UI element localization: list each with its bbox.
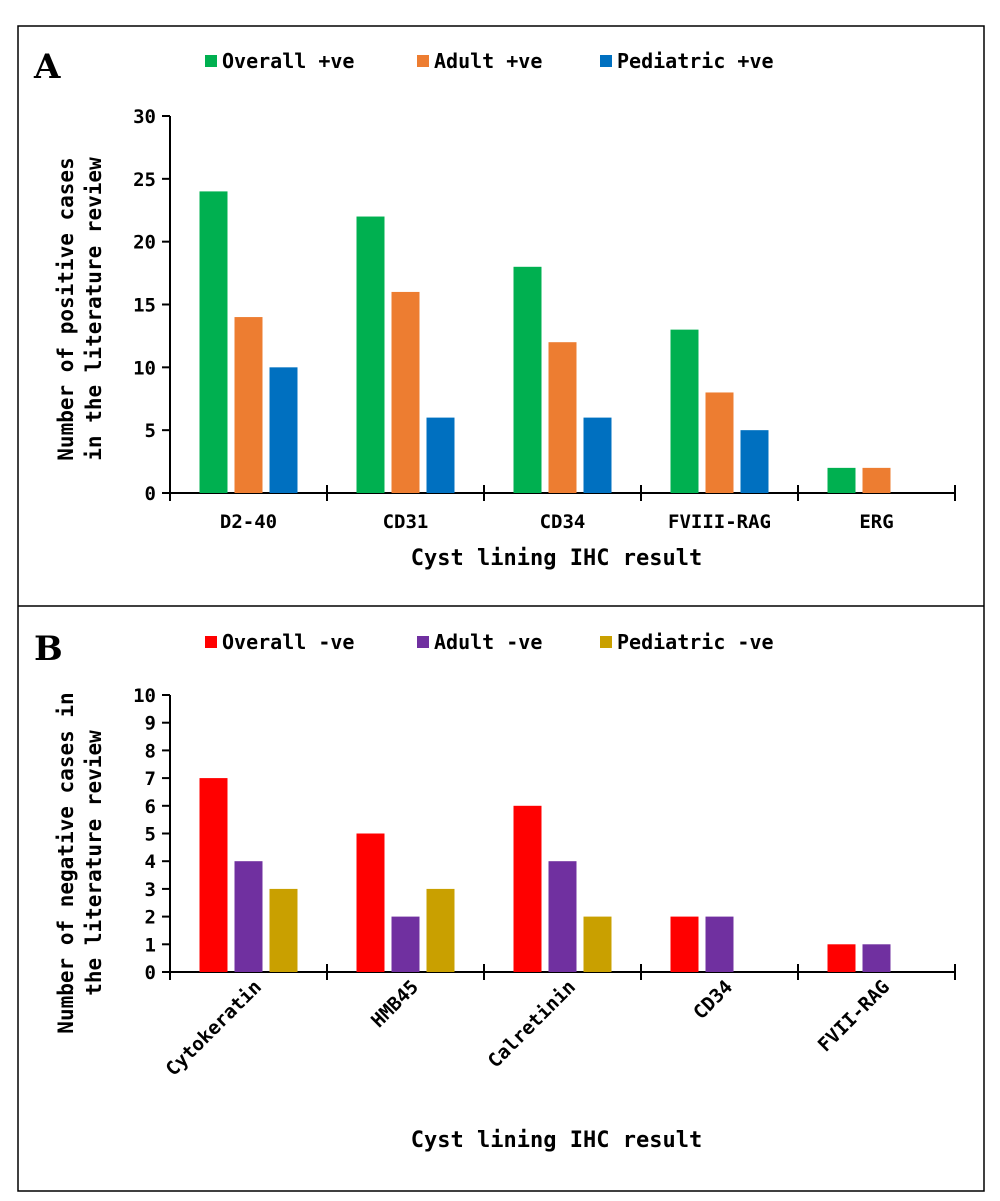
bar-a-1-3	[705, 392, 734, 493]
panel-a: A Overall +ve Adult +ve Pediatric +ve Numb…	[33, 47, 956, 571]
bar-b-0-4	[827, 944, 856, 972]
legend-b: Overall -ve Adult -ve Pediatric -ve	[205, 630, 774, 654]
bar-a-0-2	[513, 266, 542, 493]
bar-b-0-0	[199, 778, 228, 972]
y-tick-label-b-7: 7	[145, 768, 156, 790]
legend-swatch-a-2	[600, 55, 612, 67]
legend-swatch-b-2	[600, 636, 612, 648]
y-tick-label-b-1: 1	[145, 934, 156, 956]
y-tick-label-a-3: 15	[133, 295, 156, 317]
bar-a-1-2	[548, 342, 577, 493]
y-axis-title-a: Number of positive cases in the literatur…	[54, 157, 106, 461]
y-tick-label-b-10: 10	[133, 685, 156, 707]
y-tick-label-b-8: 8	[145, 740, 156, 762]
bars-a	[199, 191, 891, 494]
bar-b-0-3	[670, 916, 699, 972]
bar-b-2-0	[269, 888, 298, 972]
legend-swatch-a-1	[417, 55, 429, 67]
x-category-label-a-2: CD34	[540, 511, 586, 533]
legend-label-b-0: Overall -ve	[222, 630, 354, 654]
legend-label-b-2: Pediatric -ve	[617, 630, 774, 654]
y-axis-a: 0 5 10 15 20 25 30	[133, 106, 171, 505]
y-axis-title-line-a-1: in the literature review	[82, 157, 106, 461]
y-tick-label-b-3: 3	[145, 879, 156, 901]
legend-swatch-a-0	[205, 55, 217, 67]
bar-a-2-0	[269, 367, 298, 493]
bar-b-1-1	[391, 916, 420, 972]
bar-a-2-1	[426, 417, 455, 493]
legend-swatch-b-1	[417, 636, 429, 648]
x-category-label-a-1: CD31	[383, 511, 429, 533]
y-tick-label-b-5: 5	[145, 824, 156, 846]
y-axis-b: 0 1 2 3 4 5 6 7 8 9 10	[133, 685, 171, 984]
bar-b-2-1	[426, 888, 455, 972]
y-tick-label-a-1: 5	[145, 420, 156, 442]
bar-a-0-3	[670, 329, 699, 493]
bar-a-1-4	[862, 467, 891, 493]
y-tick-label-a-6: 30	[133, 106, 156, 128]
x-axis-title-a: Cyst lining IHC result	[411, 546, 702, 571]
y-tick-label-b-0: 0	[145, 962, 156, 984]
bar-a-1-0	[234, 317, 263, 493]
legend-label-a-0: Overall +ve	[222, 49, 354, 73]
y-tick-label-b-9: 9	[145, 713, 156, 735]
y-tick-label-a-2: 10	[133, 357, 156, 379]
y-tick-label-b-6: 6	[145, 796, 156, 818]
bar-a-1-1	[391, 291, 420, 493]
panel-label-a: A	[33, 47, 61, 87]
bar-a-2-3	[740, 430, 769, 493]
bars-b	[199, 778, 891, 972]
y-tick-label-a-5: 25	[133, 169, 156, 191]
bar-a-2-2	[583, 417, 612, 493]
bar-a-0-0	[199, 191, 228, 493]
panel-label-b: B	[34, 629, 63, 669]
y-tick-label-a-0: 0	[145, 483, 156, 505]
legend-a: Overall +ve Adult +ve Pediatric +ve	[205, 49, 774, 73]
x-category-label-a-4: ERG	[859, 511, 893, 533]
bar-a-0-1	[356, 216, 385, 494]
bar-b-0-1	[356, 833, 385, 972]
legend-label-b-1: Adult -ve	[434, 630, 542, 654]
bar-a-0-4	[827, 467, 856, 493]
bar-b-1-3	[705, 916, 734, 972]
x-axis-title-b: Cyst lining IHC result	[411, 1128, 702, 1153]
y-axis-title-b: Number of negative cases in the literatur…	[54, 692, 106, 1033]
y-axis-title-line-b-1: the literature review	[82, 730, 106, 996]
bar-b-0-2	[513, 805, 542, 972]
bar-b-1-4	[862, 944, 891, 972]
bar-b-1-2	[548, 861, 577, 972]
y-axis-title-line-a-0: Number of positive cases	[54, 157, 78, 460]
x-category-label-a-0: D2-40	[220, 511, 277, 533]
legend-label-a-1: Adult +ve	[434, 49, 542, 73]
x-category-label-a-3: FVIII-RAG	[668, 511, 771, 533]
legend-swatch-b-0	[205, 636, 217, 648]
legend-label-a-2: Pediatric +ve	[617, 49, 774, 73]
y-axis-title-line-b-0: Number of negative cases in	[54, 692, 78, 1033]
figure-border	[17, 25, 985, 1192]
bar-b-2-2	[583, 916, 612, 972]
y-tick-label-b-4: 4	[145, 851, 156, 873]
y-tick-label-b-2: 2	[145, 907, 156, 929]
y-tick-label-a-4: 20	[133, 232, 156, 254]
bar-b-1-0	[234, 861, 263, 972]
